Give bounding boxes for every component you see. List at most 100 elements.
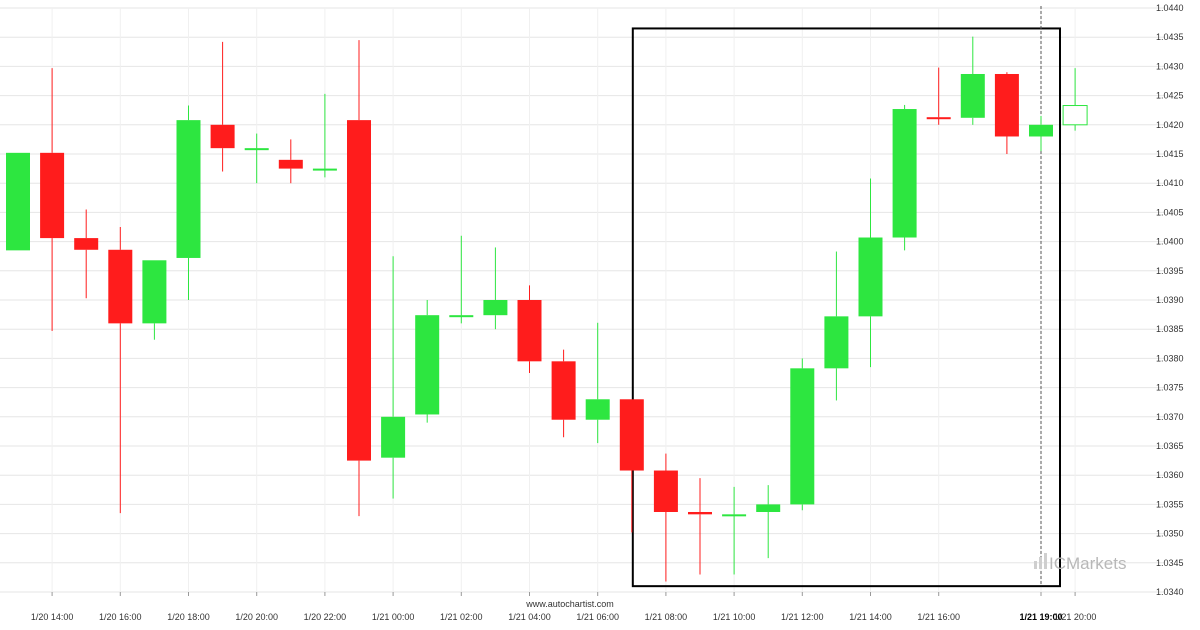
x-tick-label: 1/20 22:00: [304, 612, 347, 622]
candle: [210, 41, 235, 172]
candle: [1029, 116, 1053, 152]
candle: [108, 227, 133, 514]
x-tick-label: 1/21 14:00: [849, 612, 892, 622]
x-tick-label: 1/21 20:00: [1054, 612, 1097, 622]
candle: [892, 104, 917, 251]
candle-body: [483, 300, 508, 316]
watermark-site-text: www.autochartist.com: [525, 599, 614, 609]
candle-body: [108, 249, 133, 324]
candle-body: [790, 368, 815, 505]
candle: [415, 300, 440, 423]
candle-body: [517, 300, 542, 362]
y-tick-label: 1.0420: [1156, 120, 1184, 130]
candle: [688, 478, 712, 575]
gridlines: [0, 7, 1165, 593]
candle: [960, 36, 985, 125]
y-axis: 1.0340 1.0345 1.0350 1.0355 1.0360 1.0365 1.03…: [1156, 3, 1184, 597]
x-tick-label: 1/21 19:00: [1019, 612, 1062, 622]
candle-body: [74, 238, 99, 250]
candle: [1062, 68, 1088, 131]
x-tick-label: 1/21 04:00: [508, 612, 551, 622]
candle: [722, 486, 747, 575]
candle: [74, 209, 99, 299]
candle: [619, 399, 644, 533]
y-tick-label: 1.0380: [1156, 353, 1184, 363]
y-tick-label: 1.0435: [1156, 32, 1184, 42]
y-tick-label: 1.0370: [1156, 412, 1184, 422]
candle-body: [278, 159, 303, 169]
candle-body: [142, 260, 167, 324]
y-tick-label: 1.0415: [1156, 149, 1184, 159]
candle: [824, 251, 849, 401]
candle-body: [619, 399, 644, 471]
candle: [756, 485, 781, 559]
candle-body: [40, 152, 65, 239]
x-axis: 1/20 14:00 1/20 16:00 1/20 18:00 1/20 20:00…: [31, 592, 1097, 622]
y-tick-label: 1.0410: [1156, 178, 1184, 188]
candle: [585, 322, 610, 444]
candle-body: [210, 124, 235, 149]
y-tick-label: 1.0425: [1156, 91, 1184, 101]
candle-body: [960, 73, 985, 118]
candle-body: [653, 470, 678, 512]
candle: [347, 40, 371, 517]
candle-body: [1062, 105, 1088, 126]
candle-body: [176, 120, 201, 258]
y-tick-label: 1.0345: [1156, 558, 1184, 568]
candle-body: [926, 117, 951, 120]
candle-body: [722, 514, 747, 517]
y-tick-label: 1.0405: [1156, 207, 1184, 217]
watermark: www.autochartist.com ICMarkets: [525, 553, 1126, 609]
candle-body: [449, 315, 474, 318]
candle: [142, 260, 167, 340]
x-tick-label: 1/20 18:00: [167, 612, 210, 622]
y-tick-label: 1.0365: [1156, 441, 1184, 451]
x-tick-label: 1/21 06:00: [576, 612, 619, 622]
candle-body: [381, 416, 406, 458]
x-tick-label: 1/21 12:00: [781, 612, 824, 622]
candle: [381, 256, 406, 499]
candle: [6, 152, 30, 251]
candle-body: [756, 504, 781, 512]
highlight-box: [631, 27, 1061, 588]
candle: [40, 68, 65, 331]
x-tick-label: 1/21 16:00: [917, 612, 960, 622]
candle-body: [312, 168, 337, 171]
candle: [176, 105, 201, 300]
candle: [653, 453, 678, 582]
candle-body: [1029, 124, 1053, 137]
candle: [790, 358, 815, 511]
candle-body: [585, 399, 610, 420]
candle: [926, 67, 951, 125]
x-tick-label: 1/21 08:00: [645, 612, 688, 622]
x-tick-label: 1/20 14:00: [31, 612, 74, 622]
candle-body: [551, 361, 576, 420]
candle-body: [347, 120, 371, 461]
x-tick-label: 1/21 02:00: [440, 612, 483, 622]
y-tick-label: 1.0430: [1156, 61, 1184, 71]
y-tick-label: 1.0440: [1156, 3, 1184, 13]
candle-body: [6, 152, 30, 251]
highlight-box-layer: [631, 6, 1061, 588]
y-tick-label: 1.0355: [1156, 499, 1184, 509]
candle-body: [824, 316, 849, 369]
x-tick-label: 1/20 16:00: [99, 612, 142, 622]
candle: [278, 139, 303, 184]
y-tick-label: 1.0400: [1156, 237, 1184, 247]
candles: [6, 36, 1088, 582]
candle: [312, 93, 337, 178]
candle: [517, 285, 542, 373]
candle-body: [244, 148, 269, 151]
x-tick-label: 1/20 20:00: [235, 612, 278, 622]
y-tick-label: 1.0375: [1156, 383, 1184, 393]
y-tick-label: 1.0350: [1156, 529, 1184, 539]
candle-body: [858, 237, 883, 317]
candle: [858, 178, 883, 368]
candle: [551, 349, 576, 438]
candle-body: [688, 511, 712, 515]
candle: [483, 247, 508, 330]
y-tick-label: 1.0390: [1156, 295, 1184, 305]
candle: [244, 133, 269, 184]
y-tick-label: 1.0360: [1156, 470, 1184, 480]
